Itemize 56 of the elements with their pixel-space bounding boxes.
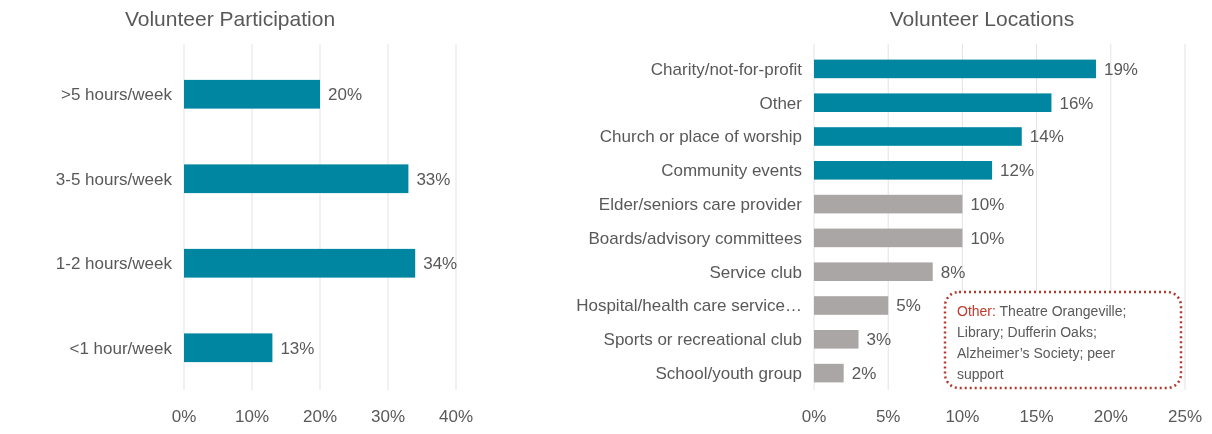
y-tick-label: School/youth group bbox=[655, 364, 802, 384]
x-tick-label: 0% bbox=[801, 407, 827, 426]
x-tick-label: 10% bbox=[234, 407, 270, 426]
bar bbox=[814, 59, 1096, 79]
bar bbox=[184, 164, 409, 194]
data-label: 20% bbox=[328, 85, 363, 105]
data-label: 19% bbox=[1103, 59, 1138, 79]
data-label: 5% bbox=[896, 296, 921, 316]
bar bbox=[814, 296, 889, 315]
bar bbox=[814, 161, 993, 180]
bar bbox=[814, 194, 963, 214]
bar bbox=[814, 93, 1052, 112]
x-tick-label: 15% bbox=[1019, 407, 1054, 426]
x-tick-label: 0% bbox=[171, 407, 197, 426]
bar bbox=[184, 79, 320, 109]
x-tick-label: 10% bbox=[945, 407, 980, 426]
x-tick-label: 20% bbox=[302, 407, 338, 426]
chart-title: Volunteer Locations bbox=[889, 7, 1075, 30]
bar bbox=[184, 248, 416, 278]
y-tick-label: Elder/seniors care provider bbox=[598, 195, 803, 215]
data-label: 3% bbox=[866, 330, 892, 350]
data-label: 13% bbox=[280, 338, 315, 358]
y-tick-label: 1-2 hours/week bbox=[55, 254, 173, 274]
chart-title: Volunteer Participation bbox=[124, 7, 336, 30]
y-tick-label: Boards/advisory committees bbox=[588, 228, 802, 248]
x-tick-label: 25% bbox=[1167, 407, 1203, 426]
data-label: 10% bbox=[970, 195, 1005, 215]
x-tick-label: 40% bbox=[438, 407, 474, 426]
x-tick-label: 5% bbox=[875, 407, 901, 426]
bar bbox=[184, 333, 273, 363]
x-tick-label: 30% bbox=[370, 407, 406, 426]
data-label: 12% bbox=[1000, 161, 1035, 181]
bar bbox=[814, 363, 844, 383]
y-tick-label: 3-5 hours/week bbox=[55, 169, 173, 189]
data-label: 34% bbox=[423, 254, 458, 274]
data-label: 8% bbox=[940, 262, 966, 282]
bar bbox=[814, 127, 1022, 146]
bar bbox=[814, 262, 933, 281]
bar bbox=[814, 330, 859, 349]
y-tick-label: Hospital/health care service… bbox=[576, 296, 802, 316]
y-tick-label: Other bbox=[759, 93, 803, 113]
data-label: 33% bbox=[416, 169, 451, 189]
data-label: 2% bbox=[851, 364, 877, 384]
annotation: Other: Theatre Orangeville; Library; Dufferin Oaks; Alzheimer’s Society; peer support bbox=[957, 303, 1127, 382]
bar bbox=[814, 228, 963, 248]
y-tick-label: Service club bbox=[709, 262, 802, 282]
x-tick-label: 20% bbox=[1093, 407, 1128, 426]
y-tick-label: >5 hours/week bbox=[60, 85, 173, 105]
data-label: 16% bbox=[1059, 93, 1094, 113]
y-tick-label: Community events bbox=[661, 161, 802, 181]
data-label: 10% bbox=[970, 228, 1005, 248]
y-tick-label: <1 hour/week bbox=[69, 338, 173, 358]
data-label: 14% bbox=[1029, 127, 1064, 147]
y-tick-label: Church or place of worship bbox=[599, 127, 802, 147]
y-tick-label: Charity/not-for-profit bbox=[650, 59, 803, 79]
y-tick-label: Sports or recreational club bbox=[603, 330, 802, 350]
